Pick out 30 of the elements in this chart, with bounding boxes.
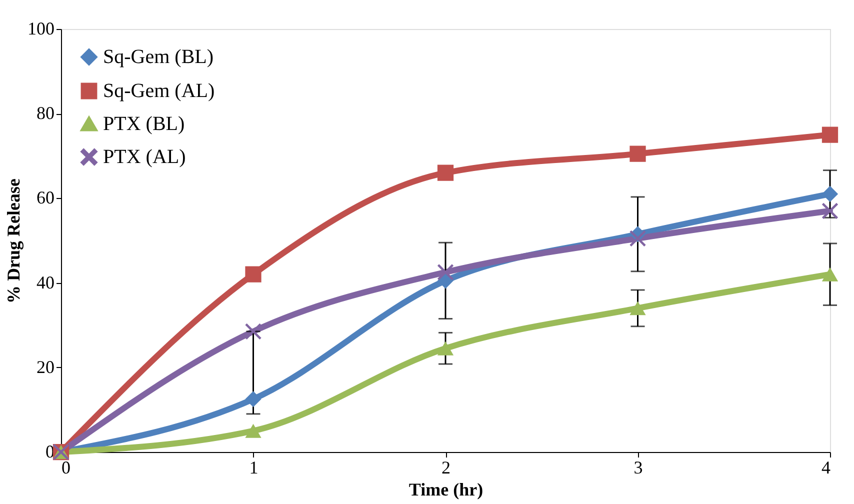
point [245,424,262,438]
y-tick-label: 100 [28,18,54,38]
x-tick-label: 4 [822,458,830,478]
point [437,341,454,356]
point [437,164,454,181]
x-axis-title: Time (hr) [408,480,484,500]
x-tick-label: 2 [442,458,450,478]
point [245,391,262,408]
point [245,266,262,282]
legend-label: PTX (BL) [103,113,185,135]
point [630,230,646,246]
legend-label: PTX (AL) [103,146,186,168]
point [245,323,262,340]
point [822,202,838,219]
point [630,301,646,316]
point [822,186,838,202]
legend-label: Sq-Gem (AL) [103,80,215,102]
x-tick-label: 0 [62,458,70,478]
point [437,264,454,280]
y-tick-label: 80 [36,103,54,124]
x-tick-label: 1 [249,458,258,478]
point [630,146,646,162]
x-tick-label: 3 [634,458,643,478]
point [822,267,838,282]
y-tick-label: 60 [36,188,54,208]
y-axis-title: % Drug Release [4,178,24,304]
y-tick-label: 40 [36,272,54,292]
y-tick-label: 20 [36,356,54,377]
legend-label: Sq-Gem (BL) [103,46,214,68]
point [822,126,838,143]
